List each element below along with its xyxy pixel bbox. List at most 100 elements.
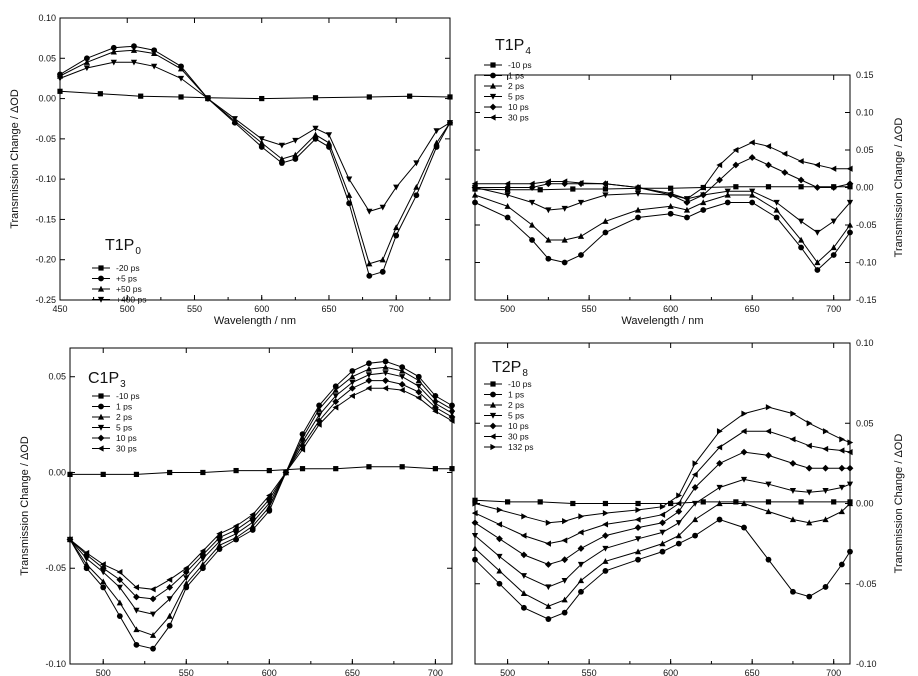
y-tick-label: 0.00	[856, 499, 874, 509]
data-point	[366, 272, 373, 279]
data-point	[724, 188, 731, 195]
data-point	[838, 484, 845, 491]
data-point	[773, 214, 780, 221]
data-point	[676, 492, 683, 499]
data-point	[716, 161, 723, 169]
data-point	[846, 481, 854, 488]
data-point	[366, 208, 373, 215]
data-point	[838, 447, 845, 454]
legend-marker	[98, 265, 104, 271]
data-point	[232, 523, 239, 530]
data-point	[545, 178, 551, 185]
data-point	[151, 63, 158, 70]
data-point	[765, 481, 772, 488]
data-point	[602, 500, 609, 507]
data-point	[266, 492, 272, 499]
data-point	[249, 511, 256, 518]
y-tick-label: 0.00	[38, 94, 56, 104]
x-tick-label: 550	[187, 304, 202, 314]
x-tick-label: 650	[745, 668, 760, 676]
data-point	[292, 137, 299, 144]
panel-title-subscript: 3	[120, 379, 126, 390]
data-point	[151, 50, 158, 57]
data-point	[741, 524, 747, 531]
data-point	[846, 165, 853, 172]
data-point	[316, 412, 323, 419]
data-point	[749, 199, 756, 206]
data-point	[166, 596, 173, 603]
data-point	[577, 561, 585, 568]
y-tick-label: -0.25	[35, 295, 56, 305]
data-point	[97, 91, 103, 97]
data-point	[732, 146, 739, 154]
series-10-ps	[471, 448, 854, 568]
data-point	[797, 176, 805, 184]
legend-marker	[490, 72, 496, 79]
legend-marker	[490, 62, 496, 68]
data-point	[822, 464, 829, 472]
data-point	[765, 428, 772, 435]
data-point	[847, 439, 854, 446]
data-point	[602, 186, 609, 192]
data-point	[634, 524, 642, 531]
data-point	[578, 588, 584, 595]
series-line	[70, 466, 452, 475]
data-point	[133, 471, 140, 477]
data-point	[83, 556, 90, 562]
y-tick-label: -0.15	[35, 214, 56, 224]
data-point	[692, 460, 699, 467]
data-point	[839, 436, 846, 443]
series-5-ps	[471, 476, 854, 591]
data-point	[691, 471, 698, 478]
legend-marker	[489, 82, 497, 89]
data-point	[545, 584, 552, 591]
y-tick-label: -0.10	[35, 174, 56, 184]
series-line	[69, 360, 453, 650]
data-point	[332, 404, 339, 411]
data-point	[100, 471, 106, 477]
data-point	[415, 394, 422, 401]
series-line	[474, 202, 851, 271]
data-point	[634, 536, 642, 543]
legend-label: 30 ps	[116, 444, 137, 454]
data-point	[432, 400, 439, 407]
data-point	[233, 467, 239, 474]
data-point	[789, 459, 797, 467]
data-point	[407, 93, 413, 99]
data-point	[716, 176, 723, 184]
data-point	[448, 417, 455, 424]
data-point	[683, 195, 690, 202]
data-point	[740, 476, 748, 483]
x-tick-label: 550	[582, 668, 597, 676]
data-point	[415, 373, 422, 380]
data-point	[149, 595, 157, 603]
series-line	[475, 156, 851, 204]
data-point	[100, 578, 107, 585]
panel-title-subscript: 0	[135, 246, 141, 257]
y-tick-label: -0.05	[856, 220, 877, 230]
series-2-ps	[471, 191, 854, 266]
x-tick-label: 700	[428, 668, 443, 676]
data-point	[521, 604, 527, 611]
data-point	[822, 584, 829, 590]
legend-label: 10 ps	[508, 102, 529, 112]
legend-marker	[98, 393, 104, 399]
data-point	[183, 580, 190, 587]
x-tick-label: 550	[582, 304, 597, 314]
data-point	[299, 466, 306, 472]
chart-panel-1: 450 500 550 600 650 700 -0.25 -0.20 -0.15 -0.10 -0…	[9, 13, 454, 327]
data-point	[183, 575, 190, 582]
data-point	[183, 565, 189, 572]
data-point	[278, 155, 285, 162]
data-point	[797, 236, 805, 243]
data-point	[282, 469, 289, 476]
data-point	[716, 516, 723, 523]
legend-marker	[97, 296, 105, 303]
legend-label: 5 ps	[508, 92, 524, 102]
data-point	[692, 500, 699, 507]
y-tick-label: 0.10	[856, 108, 874, 118]
data-point	[577, 577, 585, 584]
y-tick-label: 0.05	[856, 145, 874, 155]
data-point	[528, 221, 536, 228]
data-point	[415, 377, 422, 384]
